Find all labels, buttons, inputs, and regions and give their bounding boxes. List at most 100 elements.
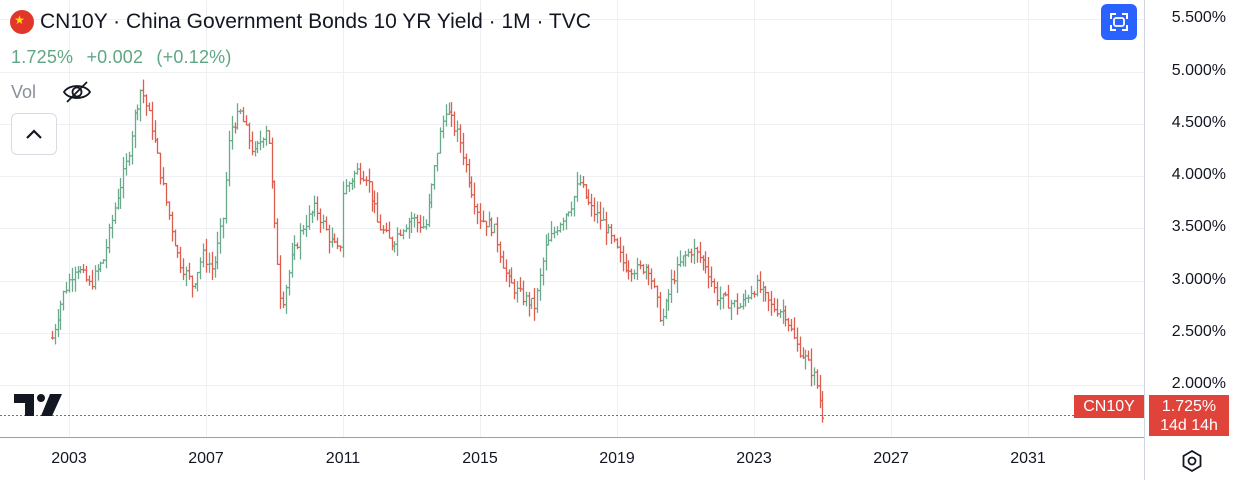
ohlc-bar	[262, 137, 265, 148]
ohlc-bar	[299, 223, 302, 260]
price-tick-label: 3.000%	[1171, 271, 1226, 288]
ohlc-bar	[142, 79, 145, 104]
ohlc-bar	[653, 278, 656, 289]
ohlc-bar	[559, 222, 562, 233]
ohlc-bar	[322, 214, 325, 230]
ohlc-bar	[59, 300, 62, 330]
ohlc-bar	[659, 291, 662, 322]
ohlc-bar	[796, 327, 799, 352]
ohlc-bar	[399, 229, 402, 237]
ohlc-bar	[425, 219, 428, 230]
ohlc-bar	[199, 257, 202, 280]
ohlc-bar	[476, 203, 479, 225]
last-price-value: 1.725%	[1161, 398, 1217, 415]
fullscreen-button[interactable]	[1101, 4, 1137, 40]
ohlc-bar	[627, 260, 630, 280]
ohlc-bar	[373, 190, 376, 214]
price-tick-label: 2.500%	[1171, 323, 1226, 340]
ohlc-bar	[51, 330, 54, 340]
ohlc-bar	[159, 152, 162, 185]
ohlc-bar	[667, 289, 670, 311]
ohlc-bar	[416, 214, 419, 233]
ohlc-bar	[799, 336, 802, 358]
ohlc-bar	[402, 229, 405, 240]
collapse-legend-button[interactable]	[11, 113, 57, 155]
ohlc-bar	[573, 195, 576, 217]
ohlc-bar	[630, 268, 633, 282]
ohlc-bar	[579, 174, 582, 186]
ohlc-bar	[105, 239, 108, 269]
ohlc-bar	[556, 226, 559, 236]
ohlc-bar	[502, 250, 505, 269]
ohlc-bar	[493, 223, 496, 234]
volume-label: Vol	[11, 81, 37, 102]
ohlc-bar	[762, 281, 765, 302]
ohlc-bar	[516, 281, 519, 303]
ohlc-bar	[665, 298, 668, 319]
ohlc-bar	[82, 264, 85, 273]
ohlc-bar	[405, 224, 408, 233]
ohlc-bar	[582, 175, 585, 188]
price-change-percent: (+0.12%)	[156, 47, 232, 67]
china-flag-icon: ★	[10, 10, 34, 34]
ohlc-bar	[285, 284, 288, 314]
ohlc-bar	[585, 183, 588, 199]
ohlc-bar	[645, 263, 648, 280]
ohlc-bar	[727, 284, 730, 309]
chart-settings-button[interactable]	[1178, 447, 1206, 475]
ohlc-bar	[430, 183, 433, 209]
ohlc-bar	[670, 269, 673, 303]
tradingview-logo[interactable]	[14, 392, 64, 423]
ohlc-bar	[393, 241, 396, 253]
ohlc-bar	[744, 289, 747, 307]
ohlc-bar	[62, 290, 65, 311]
ohlc-bar	[228, 130, 231, 187]
ohlc-bar	[259, 130, 262, 151]
ohlc-bar	[587, 189, 590, 206]
ohlc-bar	[482, 210, 485, 223]
ohlc-bar	[102, 259, 105, 264]
ohlc-bar	[188, 262, 191, 280]
ohlc-bar	[682, 255, 685, 267]
symbol-title[interactable]: CN10Y · China Government Bonds 10 YR Yie…	[40, 10, 591, 33]
ohlc-bar	[784, 305, 787, 327]
ohlc-bar	[433, 164, 436, 190]
ohlc-bar	[336, 237, 339, 250]
ohlc-bar	[351, 177, 354, 190]
ohlc-bar	[704, 251, 707, 274]
ohlc-bar	[773, 297, 776, 313]
ohlc-bar	[767, 291, 770, 312]
ohlc-bar	[119, 177, 122, 209]
ohlc-bar	[673, 270, 676, 285]
ohlc-bar	[273, 180, 276, 229]
eye-off-icon[interactable]	[62, 80, 92, 104]
ohlc-bar	[376, 192, 379, 223]
ohlc-bar	[439, 127, 442, 154]
ohlc-bar	[456, 120, 459, 142]
chart-header: ★ CN10Y · China Government Bonds 10 YR Y…	[10, 6, 591, 38]
ohlc-bar	[539, 268, 542, 301]
ohlc-bar	[716, 281, 719, 306]
ohlc-bar	[248, 122, 251, 150]
ohlc-bar	[450, 102, 453, 127]
ohlc-bar	[656, 285, 659, 308]
ohlc-bar	[490, 217, 493, 237]
year-tick-label: 2015	[462, 450, 498, 467]
ohlc-bar	[222, 217, 225, 239]
ohlc-bar	[810, 348, 813, 387]
ohlc-bar	[348, 181, 351, 192]
ohlc-bar	[419, 214, 422, 233]
ohlc-bar	[71, 267, 74, 292]
ohlc-bar	[265, 125, 268, 146]
ohlc-bar	[453, 111, 456, 136]
ohlc-bar	[396, 227, 399, 257]
last-price-badge: 1.725% 14d 14h	[1149, 395, 1229, 436]
ohlc-bar	[776, 298, 779, 317]
ohlc-bar	[570, 201, 573, 217]
symbol-price-tag: CN10Y	[1074, 395, 1144, 418]
ohlc-bar	[636, 257, 639, 280]
ohlc-bar	[565, 213, 568, 230]
ohlc-bar	[530, 297, 533, 309]
ohlc-bar	[547, 232, 550, 246]
